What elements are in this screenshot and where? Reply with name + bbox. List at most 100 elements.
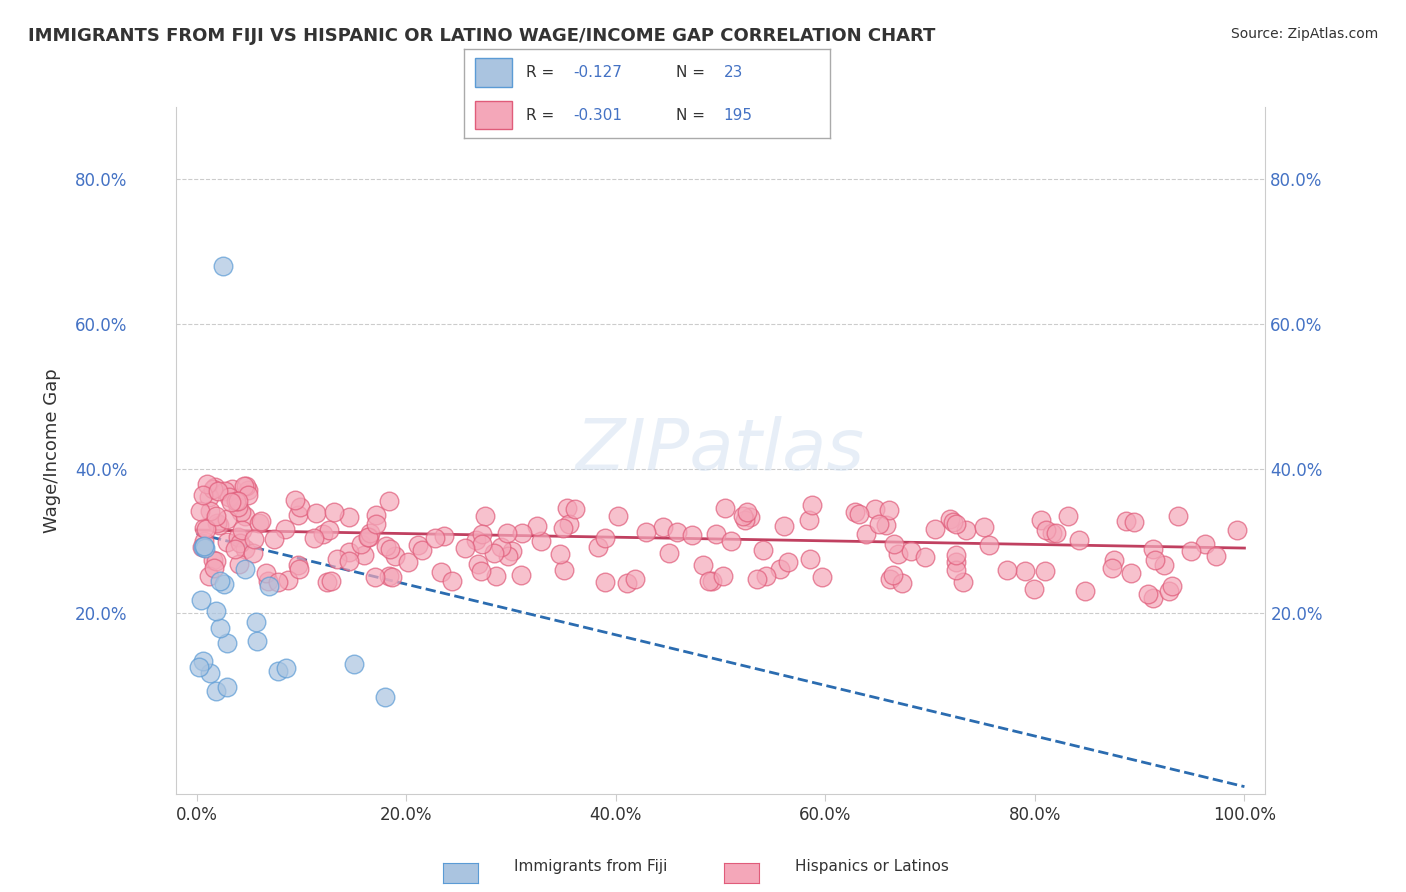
Point [374, 690, 396, 705]
Point [1226, 523, 1249, 537]
Point [194, 541, 217, 556]
Point [879, 572, 901, 586]
Point [247, 516, 270, 531]
Point [489, 540, 512, 554]
Point [242, 546, 264, 560]
Point [778, 555, 800, 569]
Point [411, 542, 433, 557]
Point [430, 565, 453, 579]
Point [606, 509, 628, 524]
Point [1115, 514, 1137, 528]
Point [616, 576, 638, 591]
Point [470, 526, 492, 541]
Point [250, 514, 273, 528]
Point [558, 516, 581, 531]
Point [875, 517, 897, 532]
Point [221, 482, 243, 496]
Point [305, 506, 328, 520]
Text: Immigrants from Fiji: Immigrants from Fiji [513, 859, 668, 874]
Point [326, 552, 349, 566]
Point [1101, 561, 1123, 575]
Point [198, 568, 221, 582]
Point [1142, 591, 1164, 605]
Point [942, 516, 965, 530]
Point [364, 516, 387, 531]
Point [890, 575, 912, 590]
Point [312, 527, 335, 541]
Point [593, 575, 616, 590]
Point [226, 493, 249, 508]
Point [624, 572, 647, 586]
Point [322, 505, 344, 519]
Point [202, 482, 225, 496]
Point [470, 564, 492, 578]
Point [287, 558, 309, 573]
Point [652, 520, 675, 534]
Point [212, 259, 235, 273]
Point [755, 569, 778, 583]
Point [1180, 544, 1202, 558]
Point [193, 540, 215, 554]
Text: -0.301: -0.301 [574, 108, 623, 122]
Point [1160, 579, 1182, 593]
Point [396, 555, 419, 569]
Point [215, 636, 238, 650]
Point [350, 537, 373, 551]
Point [496, 549, 519, 563]
Point [209, 621, 232, 635]
Point [877, 503, 900, 517]
Point [658, 546, 681, 560]
Point [384, 549, 406, 564]
Point [883, 537, 905, 551]
Point [745, 572, 768, 586]
Point [945, 548, 967, 562]
Point [214, 483, 236, 498]
Point [586, 540, 609, 554]
Point [219, 495, 242, 509]
Point [467, 558, 489, 572]
Point [277, 573, 299, 587]
Point [229, 536, 252, 550]
Point [1033, 564, 1056, 578]
Text: IMMIGRANTS FROM FIJI VS HISPANIC OR LATINO WAGE/INCOME GAP CORRELATION CHART: IMMIGRANTS FROM FIJI VS HISPANIC OR LATI… [28, 27, 935, 45]
Text: Source: ZipAtlas.com: Source: ZipAtlas.com [1230, 27, 1378, 41]
Point [945, 563, 967, 577]
Point [1045, 525, 1067, 540]
Point [246, 634, 269, 648]
Point [228, 557, 250, 571]
Point [1035, 523, 1057, 537]
Point [377, 569, 399, 583]
Point [914, 550, 936, 565]
Point [844, 505, 866, 519]
Point [226, 500, 249, 515]
Point [900, 544, 922, 558]
Point [1142, 541, 1164, 556]
Point [364, 508, 387, 523]
Point [735, 505, 758, 519]
Point [267, 574, 290, 589]
Point [952, 575, 974, 590]
Text: 195: 195 [724, 108, 752, 122]
Point [193, 488, 215, 502]
Y-axis label: Wage/Income Gap: Wage/Income Gap [42, 368, 60, 533]
Point [204, 480, 226, 494]
Text: N =: N = [676, 65, 710, 79]
Point [215, 512, 238, 526]
Point [202, 561, 225, 575]
Point [471, 537, 494, 551]
Text: 23: 23 [724, 65, 742, 79]
Point [194, 522, 217, 536]
Point [231, 523, 253, 537]
Point [553, 564, 575, 578]
Point [318, 523, 340, 537]
Point [752, 543, 775, 558]
Text: N =: N = [676, 108, 710, 122]
Point [939, 512, 962, 526]
Point [1031, 513, 1053, 527]
Point [799, 552, 821, 566]
Point [529, 533, 551, 548]
Point [799, 513, 821, 527]
Point [236, 483, 259, 497]
Point [740, 510, 762, 524]
Point [433, 528, 456, 542]
